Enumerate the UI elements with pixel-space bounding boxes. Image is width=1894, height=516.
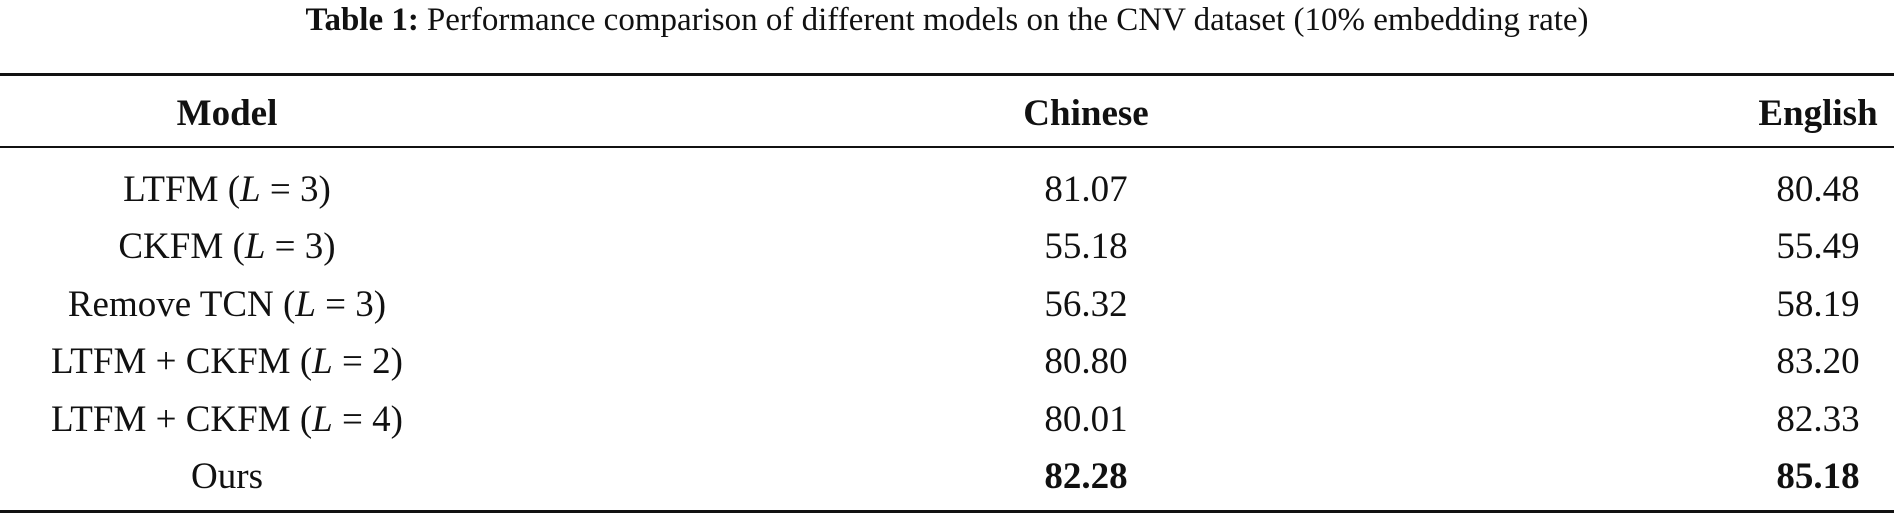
model-suffix: = 3) xyxy=(315,283,387,325)
model-cell: LTFM + CKFM (L = 2) xyxy=(51,340,403,384)
model-prefix: CKFM ( xyxy=(118,226,245,268)
value-cell: 80.48 xyxy=(1776,169,1860,210)
caption-text: Performance comparison of different mode… xyxy=(426,2,1589,38)
header-cell: Model xyxy=(176,93,278,134)
value-cell: 85.18 xyxy=(1776,456,1860,497)
model-var: L xyxy=(295,283,316,325)
table-caption: Table 1: Performance comparison of differ… xyxy=(0,2,1894,39)
header-cell: Chinese xyxy=(1023,93,1149,134)
model-suffix: = 3) xyxy=(260,169,331,210)
value-cell: 58.19 xyxy=(1776,283,1860,325)
model-cell: LTFM + CKFM (L = 4) xyxy=(51,398,403,442)
top-rule xyxy=(0,73,1894,76)
model-cell: Remove TCN (L = 3) xyxy=(68,283,386,327)
value-cell: 80.80 xyxy=(1044,341,1128,383)
value-cell: 56.32 xyxy=(1044,283,1128,325)
value-cell: 81.07 xyxy=(1044,169,1128,210)
model-var: L xyxy=(312,341,333,383)
model-cell: LTFM (L = 3) xyxy=(123,168,331,212)
model-prefix: LTFM + CKFM ( xyxy=(51,398,313,440)
model-suffix: = 3) xyxy=(265,226,336,268)
bottom-rule xyxy=(0,510,1894,513)
caption-label: Table 1: xyxy=(305,2,419,38)
header-cell: English xyxy=(1758,93,1878,134)
model-var: L xyxy=(244,226,266,268)
model-suffix: = 4) xyxy=(332,398,403,440)
model-prefix: LTFM ( xyxy=(123,169,241,210)
model-prefix: Remove TCN ( xyxy=(67,283,296,325)
model-cell: CKFM (L = 3) xyxy=(118,225,335,269)
model-var: L xyxy=(312,398,333,440)
model-var: L xyxy=(240,169,261,210)
value-cell: 82.33 xyxy=(1776,398,1860,440)
value-cell: 80.01 xyxy=(1044,398,1128,440)
model-prefix: Ours xyxy=(191,456,263,497)
value-cell: 83.20 xyxy=(1776,341,1860,383)
value-cell: 82.28 xyxy=(1044,456,1128,497)
value-cell: 55.18 xyxy=(1044,226,1128,268)
model-suffix: = 2) xyxy=(332,341,403,383)
header-rule xyxy=(0,146,1894,148)
model-prefix: LTFM + CKFM ( xyxy=(51,341,313,383)
value-cell: 55.49 xyxy=(1776,226,1860,268)
model-cell: Ours xyxy=(191,455,263,499)
